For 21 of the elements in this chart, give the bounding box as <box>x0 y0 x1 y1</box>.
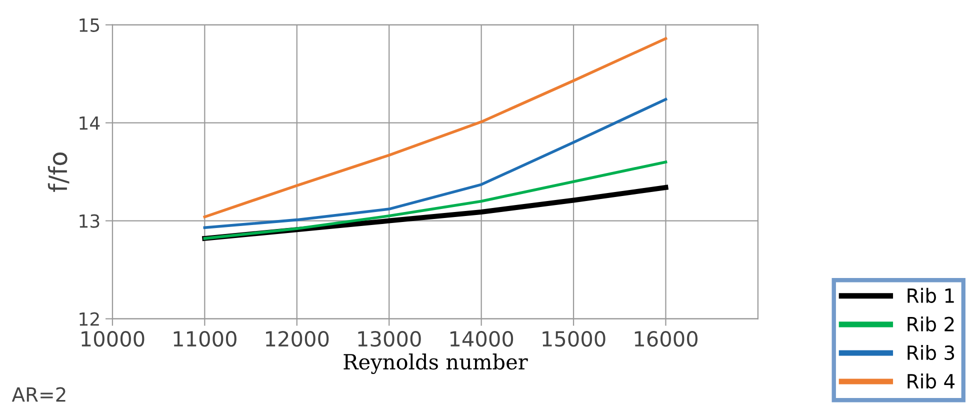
line-series <box>203 160 668 240</box>
legend-label: Rib 2 <box>908 316 954 332</box>
y-tick-label: 14 <box>80 116 100 130</box>
text: AR=2 <box>12 387 66 402</box>
x-tick-label: 11000 <box>174 330 236 347</box>
legend-label: Rib 4 <box>908 374 955 389</box>
y-tick-label: 15 <box>80 18 100 32</box>
line-series <box>203 98 668 230</box>
x-tick-label: 16000 <box>634 330 698 347</box>
y-axis-title: f/fo <box>48 152 70 192</box>
x-axis-title: Reynolds number <box>344 354 528 374</box>
legend-label: Rib 1 <box>908 288 954 303</box>
legend-label: Rib 3 <box>908 345 954 360</box>
x-tick-label: 14000 <box>450 330 514 347</box>
x-tick-label: 12000 <box>266 330 329 347</box>
line-series <box>203 37 668 218</box>
y-tick-label: 13 <box>80 214 100 228</box>
x-tick-label: 15000 <box>542 330 606 347</box>
y-tick-label: 12 <box>80 312 99 326</box>
x-tick-label: 13000 <box>358 330 421 347</box>
x-tick-label: 10000 <box>82 330 144 347</box>
